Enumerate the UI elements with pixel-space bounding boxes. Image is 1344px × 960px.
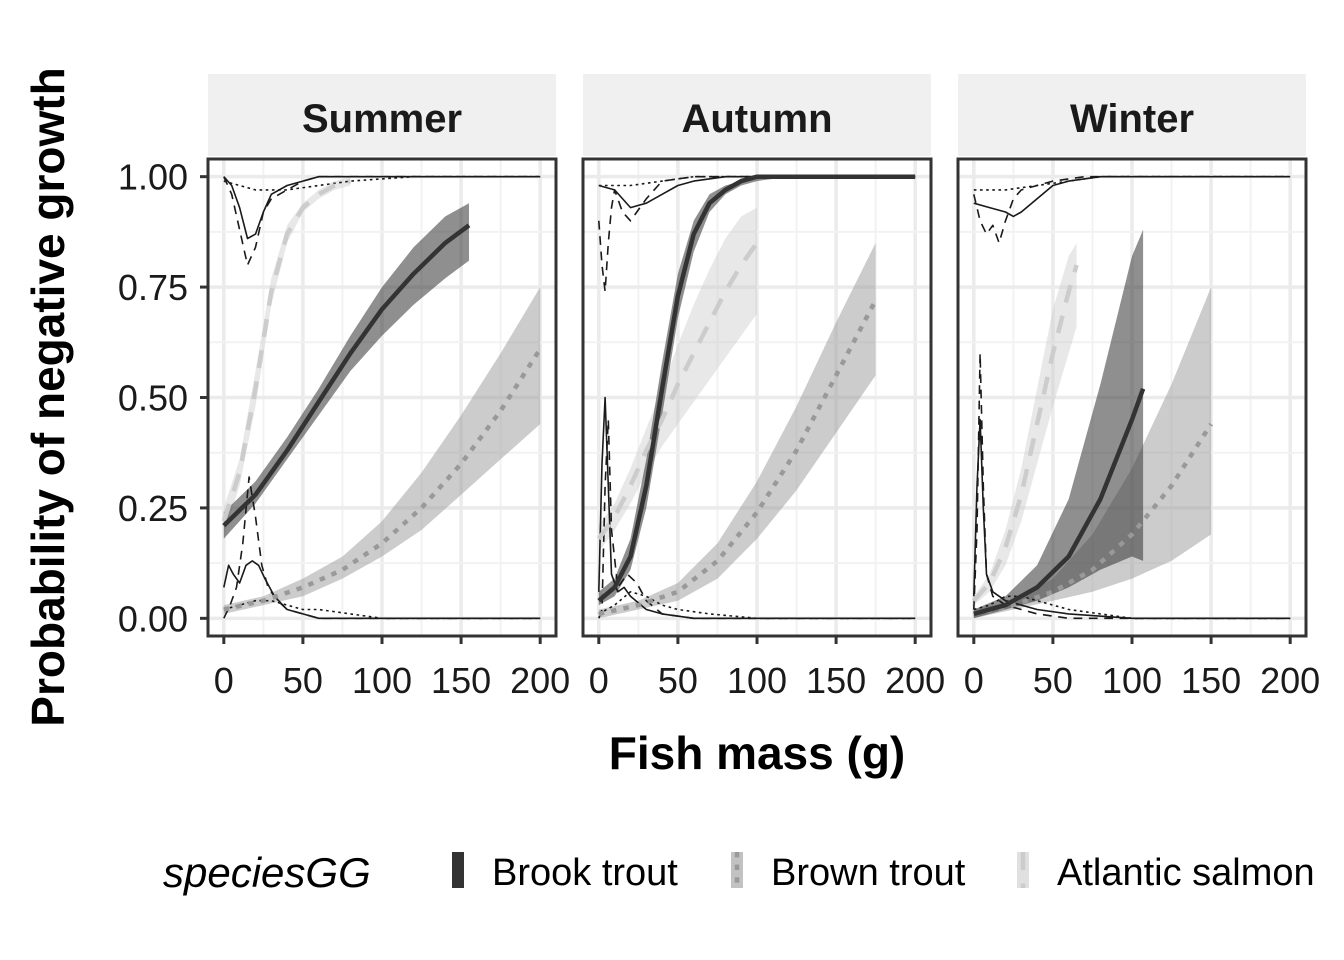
density-curve xyxy=(598,175,916,187)
x-tick-label: 0 xyxy=(214,660,234,701)
facet-strip-label: Summer xyxy=(302,97,462,141)
x-tick-label: 0 xyxy=(589,660,609,701)
x-tick-label: 200 xyxy=(1260,660,1320,701)
panel-autumn: Autumn 0 50 100 150 200 xyxy=(581,74,945,701)
x-tick-label: 100 xyxy=(727,660,787,701)
ribbon-brown-trout xyxy=(223,287,541,614)
density-curves xyxy=(223,175,541,620)
line-atlantic-salmon xyxy=(221,178,352,522)
facet-strip-label: Autumn xyxy=(681,97,832,141)
line-brook-trout xyxy=(597,174,916,603)
density-curve xyxy=(973,352,1291,620)
line-brook-trout xyxy=(973,387,1146,617)
legend-label: Brown trout xyxy=(771,852,966,894)
facet-strip xyxy=(583,74,931,156)
y-axis-title: Probability of negative growth xyxy=(22,67,74,726)
line-brook-trout xyxy=(222,223,471,528)
legend-label: Atlantic salmon xyxy=(1057,852,1315,894)
legend-key-brown-trout: Brown trout xyxy=(731,852,966,894)
x-axis-title: Fish mass (g) xyxy=(609,727,906,779)
facet-strip xyxy=(208,74,556,156)
density-curve xyxy=(973,175,1291,191)
x-tick-label: 100 xyxy=(352,660,412,701)
density-curve xyxy=(973,418,1291,620)
density-curves xyxy=(973,175,1291,620)
line-brown-trout xyxy=(973,422,1213,617)
legend-key-atlantic-salmon: Atlantic salmon xyxy=(1017,852,1315,894)
panel-summer: Summer 0 50 100 150 200 0.00 0.25 0.50 0.75 1.00 xyxy=(118,74,570,701)
x-tick-label: 50 xyxy=(658,660,698,701)
panel-winter: Winter 0 50 100 150 200 xyxy=(956,74,1320,701)
x-tick-label: 150 xyxy=(806,660,866,701)
facet-strip xyxy=(958,74,1306,156)
density-curve xyxy=(598,418,916,620)
density-curve xyxy=(973,595,1291,620)
legend-key-brook-trout: Brook trout xyxy=(452,852,678,894)
ribbon-brown-trout xyxy=(973,287,1212,619)
y-tick-label: 0.75 xyxy=(118,267,188,308)
y-tick-label: 0.00 xyxy=(118,598,188,639)
density-curve xyxy=(598,590,916,620)
y-tick-label: 0.25 xyxy=(118,488,188,529)
ribbon-brown-trout xyxy=(598,242,876,619)
x-tick-label: 0 xyxy=(964,660,984,701)
x-tick-label: 100 xyxy=(1102,660,1162,701)
facet-strip-label: Winter xyxy=(1070,97,1194,141)
x-tick-label: 50 xyxy=(283,660,323,701)
line-brown-trout xyxy=(223,347,543,612)
panels-group: Summer 0 50 100 150 200 0.00 0.25 0.50 0.75 1.00 Au… xyxy=(118,74,1320,701)
legend-label: Brook trout xyxy=(492,852,678,894)
ribbon-brook-trout xyxy=(598,176,916,606)
density-curve xyxy=(223,599,541,620)
x-tick-label: 200 xyxy=(885,660,945,701)
x-tick-label: 150 xyxy=(431,660,491,701)
ribbon-brook-trout xyxy=(973,229,1144,619)
line-atlantic-salmon xyxy=(596,241,759,541)
x-tick-label: 150 xyxy=(1181,660,1241,701)
y-tick-label: 1.00 xyxy=(118,157,188,198)
legend: speciesGG Brook trout Brown trout Atlantic… xyxy=(163,849,1315,896)
density-curve xyxy=(223,175,541,266)
x-tick-label: 50 xyxy=(1033,660,1073,701)
x-tick-label: 200 xyxy=(510,660,570,701)
ribbon-atlantic-salmon xyxy=(598,207,757,553)
line-atlantic-salmon xyxy=(972,264,1079,603)
density-curve xyxy=(223,476,541,620)
y-tick-label: 0.50 xyxy=(118,378,188,419)
ribbon-atlantic-salmon xyxy=(973,242,1077,606)
legend-title: speciesGG xyxy=(163,849,371,896)
